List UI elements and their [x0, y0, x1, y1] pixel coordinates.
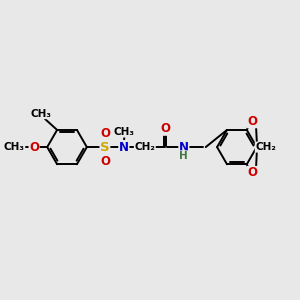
- Text: O: O: [100, 127, 110, 140]
- Text: O: O: [100, 154, 110, 168]
- Text: CH₂: CH₂: [255, 142, 276, 152]
- Text: N: N: [119, 141, 129, 154]
- Text: S: S: [100, 141, 110, 154]
- Text: O: O: [29, 141, 39, 154]
- Text: H: H: [179, 151, 188, 161]
- Text: CH₃: CH₃: [114, 127, 135, 137]
- Text: CH₃: CH₃: [4, 142, 25, 152]
- Text: CH₃: CH₃: [30, 109, 51, 118]
- Text: O: O: [247, 115, 257, 128]
- Text: O: O: [161, 122, 171, 135]
- Text: O: O: [247, 167, 257, 179]
- Text: CH₂: CH₂: [134, 142, 155, 152]
- Text: N: N: [179, 141, 189, 154]
